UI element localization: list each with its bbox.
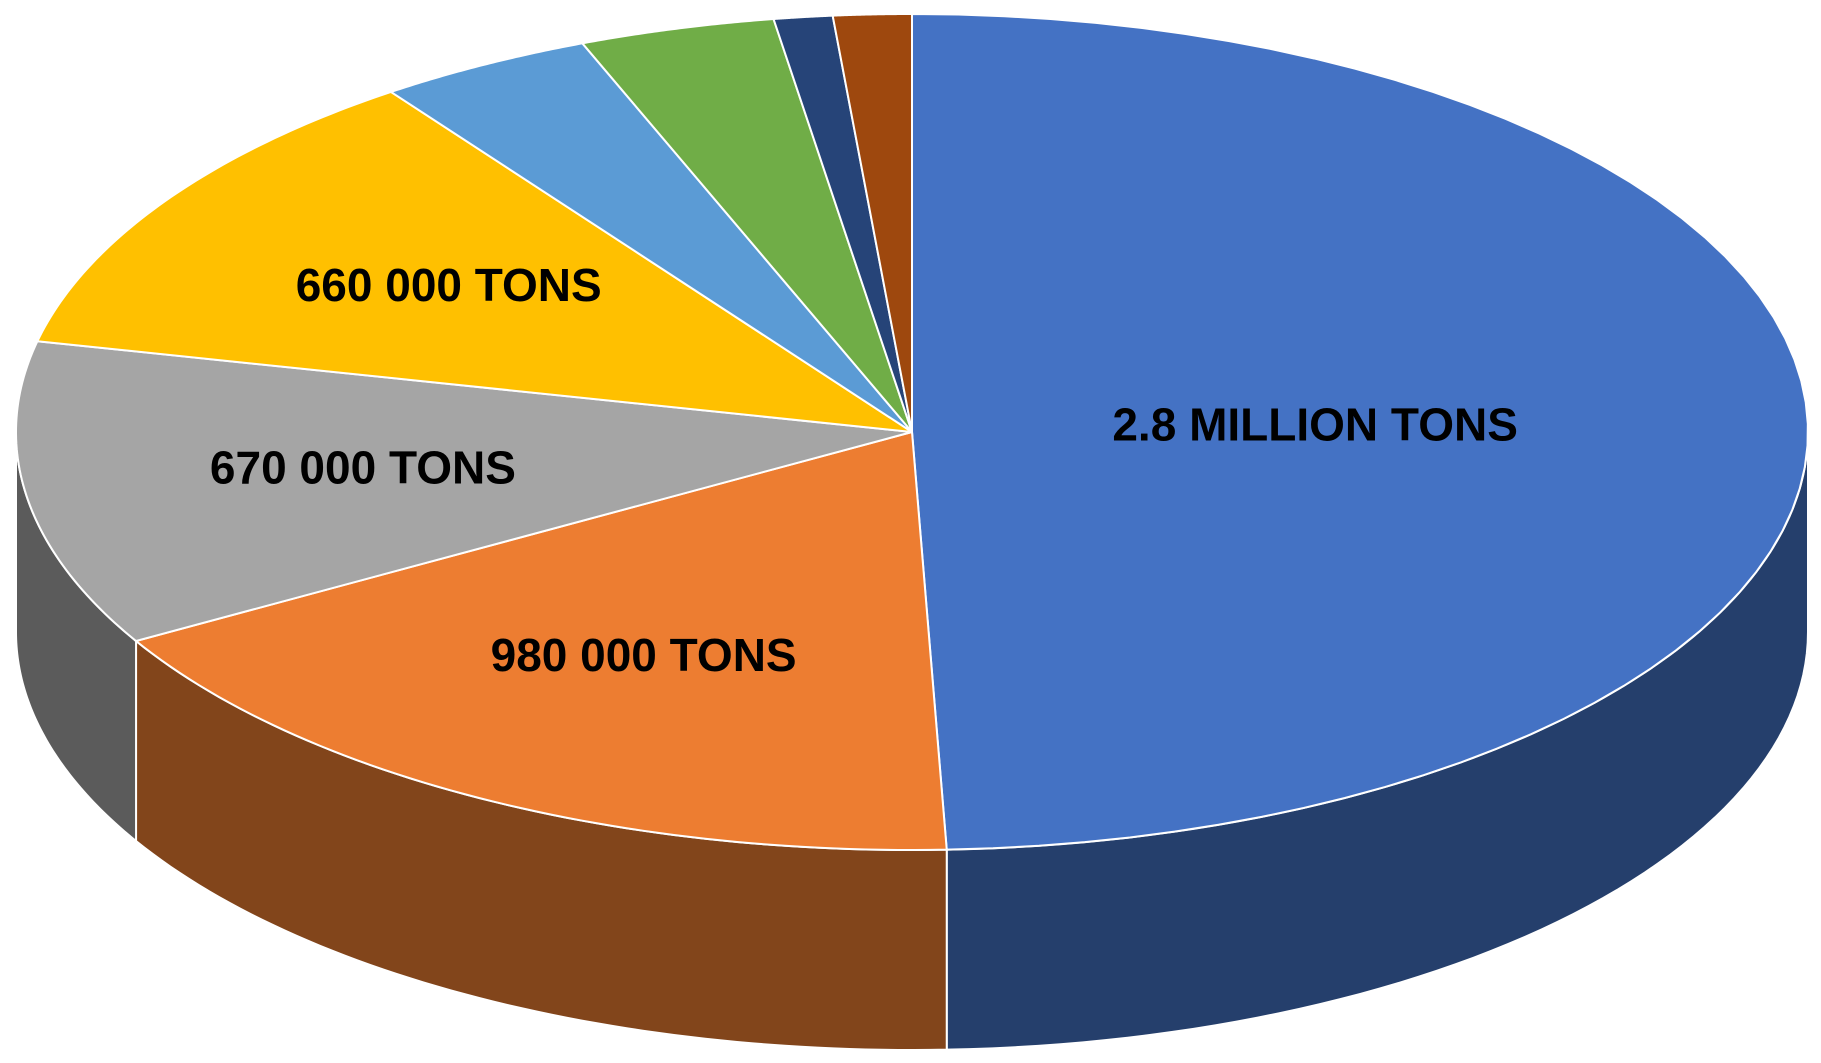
data-label: 2.8 MILLION TONS xyxy=(1112,399,1518,451)
data-label: 670 000 TONS xyxy=(210,441,516,493)
slice xyxy=(133,430,948,851)
slice xyxy=(15,340,913,643)
slice xyxy=(831,12,913,433)
data-label: 980 000 TONS xyxy=(491,629,797,681)
slice xyxy=(772,14,913,433)
slice xyxy=(911,12,1809,851)
slice xyxy=(388,42,913,433)
slice xyxy=(580,17,913,433)
slice xyxy=(35,90,913,433)
data-label: 660 000 TONS xyxy=(296,259,602,311)
